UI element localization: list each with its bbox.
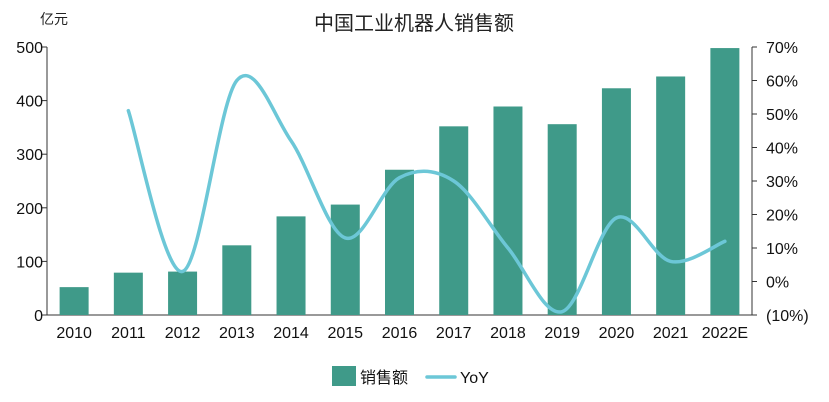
bar <box>113 272 143 315</box>
y-left-ticks: 0 100 200 300 400 500 <box>16 40 47 325</box>
x-tick-label: 2016 <box>382 325 418 342</box>
bar <box>330 204 360 315</box>
bar <box>601 88 631 315</box>
y-right-ticks: (10%) 0% 10% 20% 30% 40% 50% 60% 70% <box>752 40 809 325</box>
legend: 销售额 YoY <box>332 366 489 387</box>
y-right-tick-label: 50% <box>766 107 798 124</box>
legend-bar-label: 销售额 <box>360 368 408 387</box>
y-left-unit-label: 亿元 <box>40 12 68 28</box>
x-tick-label: 2021 <box>653 325 689 342</box>
x-tick-label: 2019 <box>544 325 580 342</box>
y-right-tick-label: 70% <box>766 40 798 57</box>
y-left-tick-label: 0 <box>34 308 43 325</box>
y-left-tick-label: 400 <box>16 94 43 111</box>
x-tick-label: 2012 <box>165 325 201 342</box>
bar-series <box>59 48 740 316</box>
bar <box>656 76 686 315</box>
y-right-tick-label: 60% <box>766 74 798 91</box>
bar <box>59 287 89 315</box>
y-right-tick-label: 30% <box>766 174 798 191</box>
chart-title: 中国工业机器人销售额 <box>314 11 514 35</box>
y-left-tick-label: 300 <box>16 147 43 164</box>
y-left-tick-label: 500 <box>16 40 43 57</box>
bar <box>385 169 414 315</box>
legend-line-label: YoY <box>460 370 489 387</box>
x-tick-label: 2010 <box>56 325 92 342</box>
bar <box>547 124 577 316</box>
bar <box>439 126 469 315</box>
x-tick-label: 2018 <box>490 325 526 342</box>
yoy-line-series <box>126 73 727 314</box>
x-tick-label: 2011 <box>111 325 146 342</box>
x-tick-label: 2022E <box>702 325 748 342</box>
legend-bar-swatch <box>332 366 356 386</box>
y-left-tick-label: 100 <box>16 254 43 271</box>
y-right-tick-label: 0% <box>766 275 789 292</box>
bar <box>276 216 306 315</box>
x-tick-label: 2015 <box>327 325 363 342</box>
y-right-tick-label: 20% <box>766 208 798 225</box>
y-right-tick-label: (10%) <box>766 308 809 325</box>
x-tick-labels: 2010 2011 2012 2013 2014 2015 2016 2017 2018 2019… <box>56 325 748 342</box>
x-tick-label: 2013 <box>219 325 255 342</box>
x-tick-label: 2017 <box>436 325 472 342</box>
plot-area: 0 100 200 300 400 500 (10%) 0% 10% 20% 30% 40% 50% 6… <box>16 40 808 342</box>
y-right-tick-label: 40% <box>766 141 798 158</box>
x-tick-label: 2014 <box>273 325 309 342</box>
x-tick-label: 2020 <box>599 325 635 342</box>
bar <box>168 271 198 315</box>
bar <box>222 245 252 315</box>
y-left-tick-label: 200 <box>16 201 43 218</box>
bar <box>493 106 523 315</box>
y-right-tick-label: 10% <box>766 241 798 258</box>
bar <box>710 48 740 316</box>
